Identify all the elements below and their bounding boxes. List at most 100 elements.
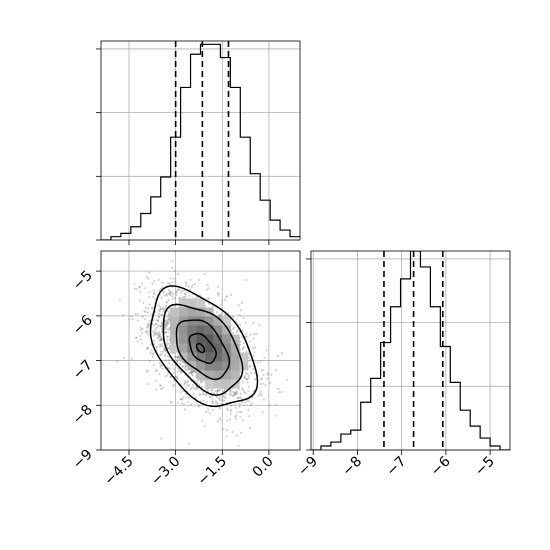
scatter-point	[280, 352, 283, 355]
scatter-point	[253, 332, 256, 336]
scatter-point	[137, 312, 140, 315]
scatter-point	[157, 337, 160, 340]
density-cell	[204, 343, 214, 353]
scatter-point	[163, 354, 167, 358]
scatter-point	[146, 326, 149, 329]
scatter-point	[187, 401, 190, 404]
scatter-point	[161, 386, 165, 389]
scatter-point	[192, 370, 195, 373]
scatter-point	[164, 359, 167, 362]
scatter-point	[166, 341, 169, 344]
scatter-point	[143, 287, 146, 290]
scatter-point	[176, 356, 179, 359]
scatter-point	[232, 394, 235, 397]
scatter-point	[229, 391, 232, 394]
scatter-point	[248, 365, 252, 368]
scatter-point	[166, 328, 169, 331]
scatter-point	[165, 292, 168, 295]
scatter-point	[280, 390, 283, 394]
scatter-point	[206, 283, 209, 286]
density-cell	[213, 316, 223, 326]
scatter-point	[159, 308, 162, 311]
scatter-point	[157, 336, 160, 339]
scatter-point	[155, 345, 158, 348]
scatter-point	[226, 419, 229, 422]
scatter-point	[241, 419, 245, 422]
scatter-point	[220, 303, 223, 306]
scatter-point	[146, 369, 149, 372]
scatter-point	[134, 336, 138, 340]
scatter-point	[207, 389, 210, 392]
scatter-point	[171, 281, 174, 284]
scatter-point	[167, 288, 171, 292]
scatter-point	[249, 364, 252, 367]
scatter-point	[135, 336, 138, 339]
scatter-point	[259, 392, 262, 395]
scatter-point	[141, 327, 144, 330]
scatter-point	[164, 320, 167, 323]
scatter-point	[211, 400, 214, 403]
scatter-point	[165, 301, 168, 304]
scatter-point	[147, 322, 150, 325]
scatter-point	[219, 399, 222, 402]
scatter-point	[151, 295, 155, 299]
density-cell	[178, 352, 188, 362]
scatter-point	[171, 363, 174, 366]
scatter-point	[182, 396, 185, 399]
scatter-point	[184, 281, 187, 284]
scatter-point	[166, 335, 169, 339]
scatter-point	[192, 386, 195, 389]
scatter-point	[161, 313, 164, 317]
scatter-point	[155, 326, 159, 329]
density-cell	[170, 316, 179, 326]
scatter-point	[225, 406, 229, 410]
scatter-point	[155, 318, 158, 322]
scatter-point	[262, 382, 265, 385]
scatter-point	[159, 364, 163, 367]
scatter-point	[237, 304, 240, 307]
scatter-point	[162, 309, 166, 313]
scatter-point	[159, 287, 163, 290]
scatter-point	[249, 403, 252, 407]
density-cell	[204, 325, 214, 335]
scatter-point	[229, 389, 232, 392]
scatter-point	[210, 389, 213, 392]
scatter-point	[191, 384, 195, 387]
scatter-point	[146, 347, 149, 351]
scatter-point	[232, 327, 235, 330]
density-cell	[187, 343, 197, 353]
scatter-point	[169, 400, 173, 403]
scatter-point	[151, 306, 154, 309]
scatter-point	[197, 405, 200, 408]
density-cell	[213, 379, 223, 389]
scatter-point	[159, 384, 162, 387]
scatter-point	[149, 343, 152, 346]
scatter-point	[195, 401, 198, 404]
scatter-point	[233, 393, 236, 397]
scatter-point	[235, 434, 238, 437]
density-cell	[178, 298, 188, 308]
scatter-point	[259, 382, 263, 386]
scatter-point	[164, 304, 168, 307]
scatter-point	[190, 370, 194, 373]
scatter-point	[275, 414, 278, 417]
joint-ytick-label-0: −5	[70, 268, 96, 294]
scatter-point	[222, 395, 225, 398]
scatter-point	[147, 324, 151, 327]
scatter-point	[246, 335, 249, 338]
scatter-point	[224, 295, 228, 298]
scatter-point	[141, 331, 144, 334]
scatter-point	[173, 277, 176, 280]
scatter-point	[150, 349, 153, 352]
scatter-point	[179, 363, 182, 366]
scatter-point	[235, 417, 238, 421]
scatter-point	[244, 278, 248, 282]
scatter-point	[206, 297, 209, 300]
scatter-point	[212, 402, 215, 405]
scatter-point	[274, 403, 277, 406]
scatter-point	[188, 294, 191, 297]
scatter-point	[260, 369, 263, 372]
scatter-point	[157, 316, 161, 319]
scatter-point	[222, 428, 225, 431]
scatter-point	[260, 377, 263, 380]
